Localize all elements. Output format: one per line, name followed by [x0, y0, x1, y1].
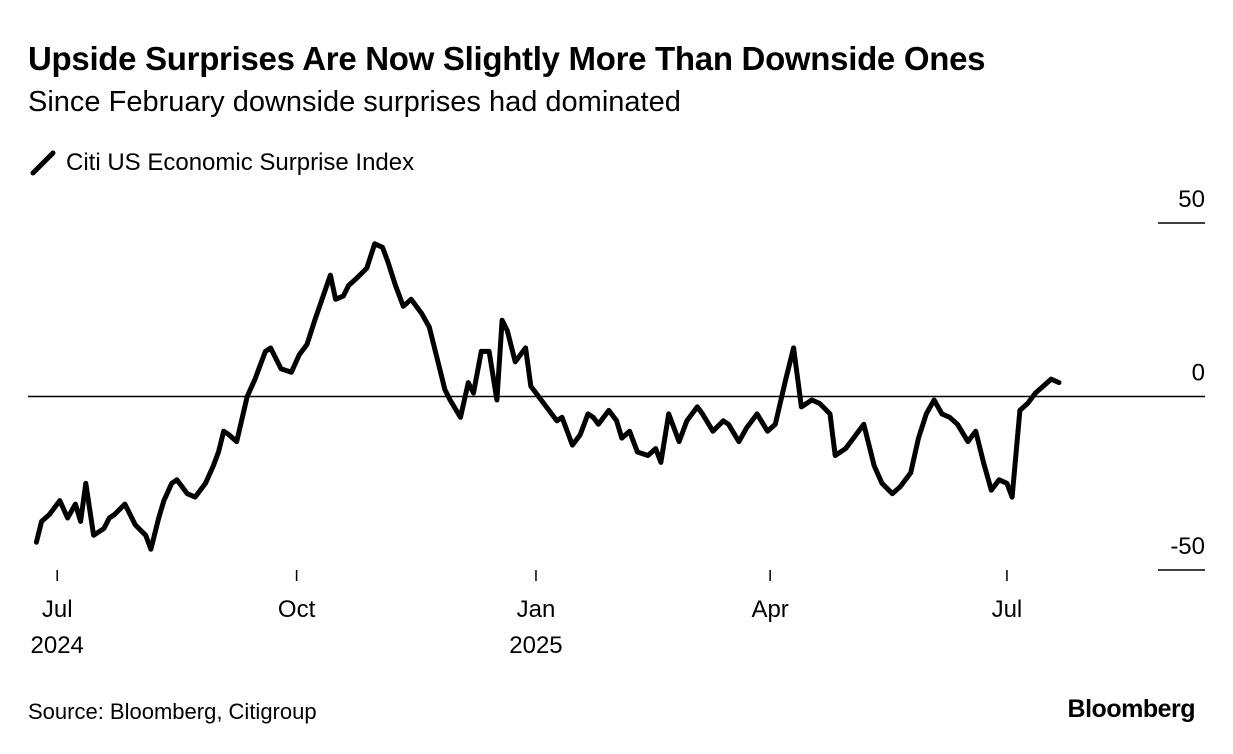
- series-line: [33, 241, 1062, 552]
- x-tick-label: Jan: [517, 596, 556, 623]
- y-tick-label: 0: [1192, 360, 1205, 387]
- x-tick-label: Jul: [42, 596, 73, 623]
- source-note: Source: Bloomberg, Citigroup: [28, 699, 317, 724]
- x-tick-label: Oct: [278, 596, 316, 623]
- brand-logo: Bloomberg: [1067, 695, 1196, 723]
- legend: Citi US Economic Surprise Index: [28, 148, 414, 178]
- legend-line-icon: [30, 150, 56, 176]
- x-tick-label: Jul: [992, 596, 1023, 623]
- x-tick-label: Apr: [751, 596, 788, 623]
- chart-subtitle: Since February downside surprises had do…: [28, 86, 681, 118]
- x-tick-year-label: 2025: [509, 632, 562, 659]
- y-tick-label: 50: [1178, 186, 1205, 213]
- y-tick-label: -50: [1170, 533, 1205, 560]
- x-tick-year-label: 2024: [31, 632, 84, 659]
- chart-title: Upside Surprises Are Now Slightly More T…: [28, 40, 986, 77]
- legend-label: Citi US Economic Surprise Index: [66, 149, 415, 176]
